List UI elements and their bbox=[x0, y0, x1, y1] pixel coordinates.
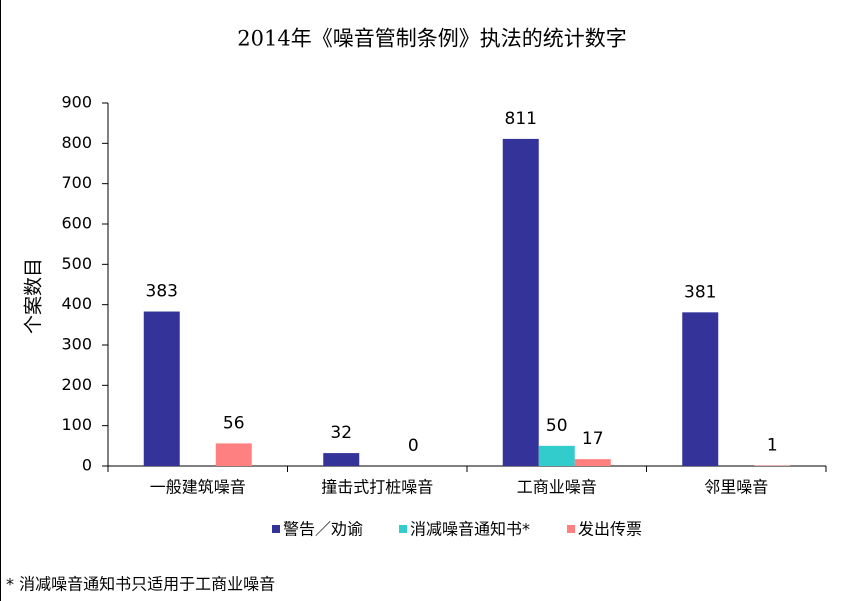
legend-label: 警告／劝谕 bbox=[283, 520, 363, 539]
y-tick-label: 900 bbox=[61, 93, 92, 112]
x-tick-label: 一般建筑噪音 bbox=[150, 478, 246, 497]
x-tick-label: 邻里噪音 bbox=[704, 478, 768, 497]
bar bbox=[502, 138, 539, 466]
legend-swatch bbox=[399, 525, 407, 533]
bar bbox=[215, 443, 252, 466]
bar bbox=[682, 312, 719, 466]
y-tick-label: 200 bbox=[61, 375, 92, 394]
bar bbox=[574, 459, 611, 466]
data-label: 32 bbox=[330, 423, 352, 443]
data-label: 811 bbox=[505, 109, 537, 129]
legend-label: 发出传票 bbox=[578, 520, 642, 539]
data-label: 50 bbox=[546, 416, 568, 436]
y-tick-label: 800 bbox=[61, 133, 92, 152]
legend-label: 消减噪音通知书* bbox=[410, 520, 530, 539]
data-label: 381 bbox=[684, 282, 716, 302]
legend-swatch bbox=[272, 525, 280, 533]
y-tick-label: 0 bbox=[82, 456, 92, 475]
footnote: * 消减噪音通知书只适用于工商业噪音 bbox=[6, 575, 275, 594]
x-tick-label: 工商业噪音 bbox=[517, 478, 597, 497]
bar bbox=[538, 445, 575, 466]
y-tick-label: 500 bbox=[61, 254, 92, 273]
bar bbox=[143, 311, 180, 466]
chart-title: 2014年《噪音管制条例》执法的统计数字 bbox=[237, 27, 626, 51]
y-tick-label: 300 bbox=[61, 335, 92, 354]
data-label: 1 bbox=[767, 436, 778, 456]
legend-swatch bbox=[567, 525, 575, 533]
data-label: 56 bbox=[223, 413, 245, 433]
bar bbox=[323, 453, 360, 466]
data-label: 17 bbox=[582, 429, 604, 449]
x-tick-label: 撞击式打桩噪音 bbox=[321, 478, 433, 497]
data-label: 0 bbox=[408, 436, 419, 456]
y-tick-label: 100 bbox=[61, 415, 92, 434]
data-label: 383 bbox=[146, 282, 178, 302]
y-axis-title: 个案数目 bbox=[23, 258, 45, 334]
y-tick-label: 700 bbox=[61, 173, 92, 192]
y-tick-label: 400 bbox=[61, 294, 92, 313]
y-tick-label: 600 bbox=[61, 214, 92, 233]
